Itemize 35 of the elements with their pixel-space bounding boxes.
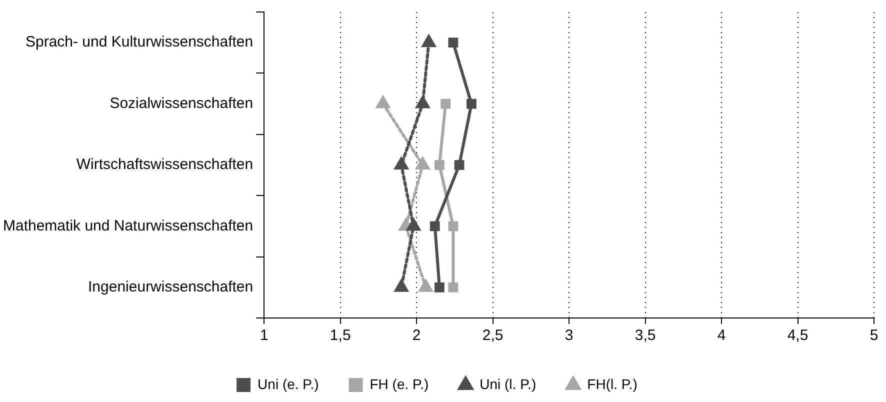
point xyxy=(448,282,458,292)
point xyxy=(434,282,444,292)
point xyxy=(414,94,430,108)
x-tick-label: 1,5 xyxy=(330,327,351,344)
point xyxy=(454,160,464,170)
x-tick-label: 1 xyxy=(260,327,268,344)
y-tick-label: Wirtschaftswissenschaften xyxy=(76,156,254,174)
point xyxy=(406,217,422,231)
x-tick-label: 2 xyxy=(412,327,421,344)
legend-label: FH (e. P.) xyxy=(370,376,429,392)
point xyxy=(466,98,476,109)
point xyxy=(414,156,430,170)
point xyxy=(434,160,444,170)
x-tick-label: 4 xyxy=(717,327,726,344)
y-tick-label: Ingenieurwissenschaften xyxy=(88,278,254,296)
point xyxy=(375,94,391,108)
x-tick-label: 3,5 xyxy=(634,327,656,344)
point xyxy=(418,278,434,292)
y-tick-label: Mathematik und Naturwissenschaften xyxy=(2,217,254,234)
x-tick-label: 2,5 xyxy=(482,327,504,344)
point xyxy=(430,221,440,232)
legend-label: Uni (e. P.) xyxy=(258,376,319,392)
point xyxy=(440,98,451,109)
point xyxy=(448,221,458,232)
legend-label: Uni (l. P.) xyxy=(480,376,536,392)
point xyxy=(420,34,437,48)
y-tick-label: Sozialwissenschaften xyxy=(110,94,254,112)
legend-label: FH(l. P.) xyxy=(587,376,638,392)
y-tick-label: Sprach- und Kulturwissenschaften xyxy=(25,34,254,51)
point xyxy=(394,156,410,170)
x-tick-label: 5 xyxy=(870,327,878,344)
x-tick-label: 3 xyxy=(564,327,574,344)
x-tick-label: 4,5 xyxy=(787,327,808,344)
point xyxy=(448,38,458,48)
point xyxy=(394,278,410,292)
